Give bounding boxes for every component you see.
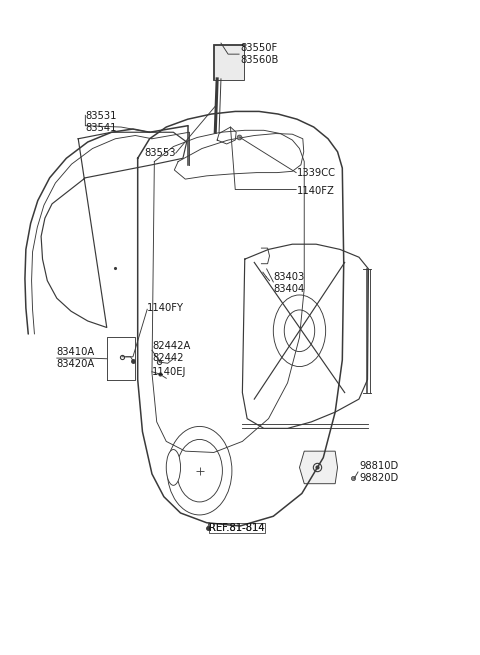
Text: 83403
83404: 83403 83404 (273, 272, 304, 294)
Text: 1339CC: 1339CC (297, 168, 336, 178)
Text: 1140FY: 1140FY (147, 303, 184, 313)
Text: 83410A
83420A: 83410A 83420A (57, 347, 95, 369)
Ellipse shape (166, 449, 180, 485)
Text: 98810D
98820D: 98810D 98820D (359, 461, 398, 483)
Text: 83550F
83560B: 83550F 83560B (240, 43, 278, 65)
FancyBboxPatch shape (213, 45, 244, 79)
Text: REF.81-814: REF.81-814 (209, 523, 264, 533)
Polygon shape (300, 451, 337, 483)
Text: 1140FZ: 1140FZ (297, 186, 335, 196)
Text: 1140EJ: 1140EJ (152, 367, 186, 377)
Text: REF.81-814: REF.81-814 (209, 523, 264, 533)
Text: 82442A
82442: 82442A 82442 (152, 341, 191, 364)
Text: 83553: 83553 (144, 148, 176, 158)
Text: 83531
83541: 83531 83541 (85, 111, 117, 134)
